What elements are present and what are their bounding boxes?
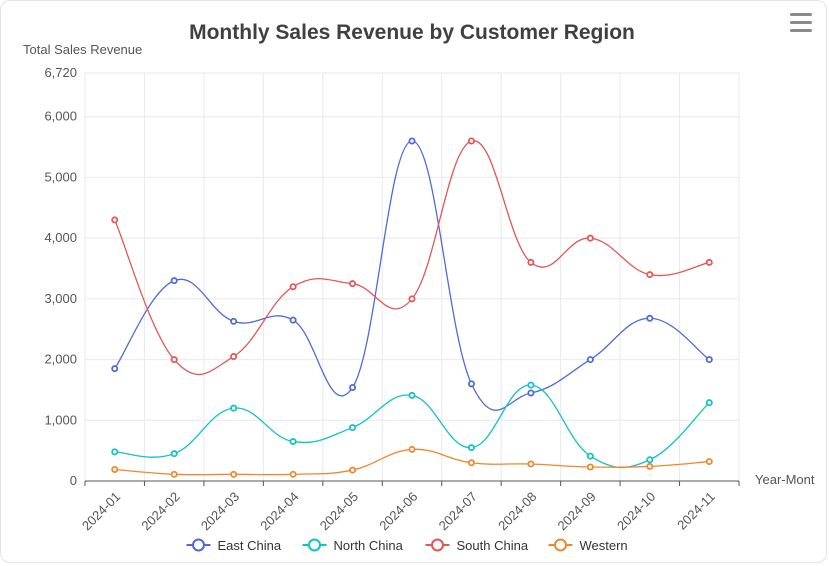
data-point[interactable] <box>527 389 535 397</box>
data-point[interactable] <box>646 271 654 279</box>
data-point[interactable] <box>527 381 535 389</box>
x-tick-label: 2024-02 <box>138 489 182 533</box>
data-point[interactable] <box>289 316 297 324</box>
data-point[interactable] <box>289 470 297 478</box>
data-point[interactable] <box>467 137 475 145</box>
x-tick-label: 2024-01 <box>79 489 123 533</box>
data-point[interactable] <box>646 456 654 464</box>
x-tick-label: 2024-04 <box>257 489 301 533</box>
data-point[interactable] <box>646 462 654 470</box>
data-point[interactable] <box>170 450 178 458</box>
x-tick-label: 2024-03 <box>198 489 242 533</box>
data-point[interactable] <box>111 465 119 473</box>
data-point[interactable] <box>705 356 713 364</box>
data-point[interactable] <box>111 448 119 456</box>
data-point[interactable] <box>646 314 654 322</box>
data-point[interactable] <box>111 365 119 373</box>
data-point[interactable] <box>408 445 416 453</box>
data-point[interactable] <box>349 466 357 474</box>
data-point[interactable] <box>527 460 535 468</box>
data-point[interactable] <box>289 283 297 291</box>
legend-item[interactable]: Western <box>548 538 628 553</box>
legend-marker-icon <box>308 538 321 552</box>
x-tick-label: 2024-11 <box>674 489 718 533</box>
series-western <box>111 445 713 478</box>
series-layer <box>111 137 713 478</box>
x-tick-label: 2024-09 <box>555 489 599 533</box>
chart-title: Monthly Sales Revenue by Customer Region <box>189 21 635 44</box>
x-tick-label: 2024-10 <box>614 489 658 533</box>
legend: East China North China South China Western <box>186 538 628 553</box>
legend-marker-icon <box>554 538 567 552</box>
data-point[interactable] <box>586 452 594 460</box>
data-point[interactable] <box>230 404 238 412</box>
data-point[interactable] <box>170 277 178 285</box>
legend-marker-icon <box>431 538 444 552</box>
series-north-china <box>111 381 713 469</box>
series-south-china <box>111 137 713 376</box>
data-point[interactable] <box>111 216 119 224</box>
data-point[interactable] <box>170 356 178 364</box>
data-point[interactable] <box>705 458 713 466</box>
x-tick-label: 2024-08 <box>495 489 539 533</box>
y-tick-label: 0 <box>70 473 77 488</box>
y-tick-label: 3,000 <box>44 291 77 306</box>
data-point[interactable] <box>349 424 357 432</box>
x-tick-label: 2024-07 <box>436 489 480 533</box>
data-point[interactable] <box>289 438 297 446</box>
data-point[interactable] <box>349 383 357 391</box>
data-point[interactable] <box>705 399 713 407</box>
data-point[interactable] <box>467 459 475 467</box>
data-point[interactable] <box>586 234 594 242</box>
y-tick-label: 1,000 <box>44 412 77 427</box>
data-point[interactable] <box>349 280 357 288</box>
y-tick-label: 5,000 <box>44 169 77 184</box>
y-tick-label: 4,000 <box>44 230 77 245</box>
grid-lines <box>84 72 740 481</box>
legend-label: South China <box>457 538 529 553</box>
legend-item[interactable]: East China <box>186 538 282 553</box>
hamburger-menu-icon[interactable] <box>790 13 812 33</box>
data-point[interactable] <box>467 444 475 452</box>
data-point[interactable] <box>527 258 535 266</box>
y-axis-label: Total Sales Revenue <box>23 42 142 57</box>
data-point[interactable] <box>408 391 416 399</box>
data-point[interactable] <box>408 295 416 303</box>
series-line <box>114 384 710 469</box>
legend-marker-icon <box>192 538 205 552</box>
series-east-china <box>111 137 713 411</box>
x-axis-label: Year-Mont <box>755 472 815 487</box>
data-point[interactable] <box>408 137 416 145</box>
legend-label: North China <box>334 538 404 553</box>
data-point[interactable] <box>230 353 238 361</box>
data-point[interactable] <box>705 258 713 266</box>
y-tick-label: 2,000 <box>44 352 77 367</box>
legend-label: East China <box>218 538 282 553</box>
legend-item[interactable]: North China <box>302 538 404 553</box>
data-point[interactable] <box>586 463 594 471</box>
x-tick-label: 2024-05 <box>317 489 361 533</box>
data-point[interactable] <box>467 380 475 388</box>
data-point[interactable] <box>586 356 594 364</box>
y-tick-label: 6,720 <box>44 65 77 80</box>
data-point[interactable] <box>230 317 238 325</box>
legend-label: Western <box>580 538 628 553</box>
y-tick-label: 6,000 <box>44 109 77 124</box>
x-tick-label: 2024-06 <box>376 489 420 533</box>
legend-item[interactable]: South China <box>425 538 529 553</box>
data-point[interactable] <box>170 470 178 478</box>
data-point[interactable] <box>230 470 238 478</box>
